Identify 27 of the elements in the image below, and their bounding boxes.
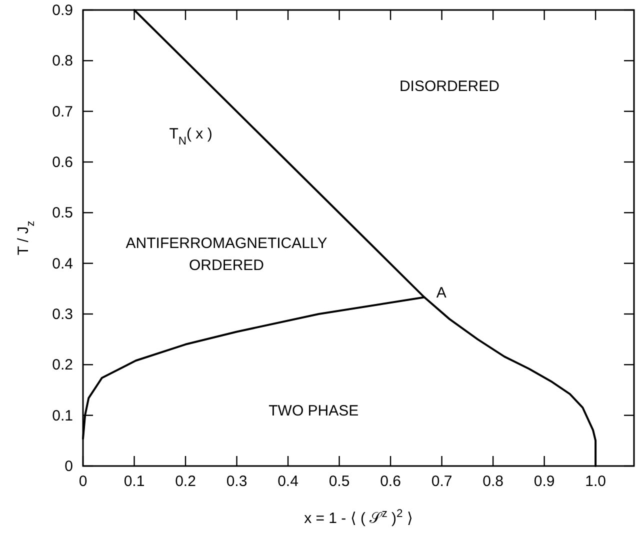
x-axis-title: x = 1 - ⟨ ( 𝒮$^{z}$ )$^{2}$ ⟩ <box>304 508 413 527</box>
annotation: DISORDERED <box>399 78 500 96</box>
y-tick-label: 0.9 <box>52 2 73 19</box>
x-tick-label: 0.1 <box>124 473 145 490</box>
x-tick-label: 0 <box>78 473 88 490</box>
y-tick-label: 0.3 <box>52 306 73 323</box>
x-tick-label: 0.3 <box>226 473 248 490</box>
x-tick-label: 0.8 <box>482 473 504 490</box>
x-tick-label: 0.9 <box>534 473 555 490</box>
y-tick-label: 0.5 <box>52 204 73 222</box>
y-tick-label: 0.6 <box>52 154 73 171</box>
series-label: T$_{N}$( x ) <box>169 126 212 148</box>
x-tick-label: 0.6 <box>380 473 401 490</box>
y-tick-label: 0.4 <box>52 255 73 272</box>
y-tick-label: 0.2 <box>52 356 73 374</box>
x-tick-label: 0.4 <box>278 473 298 490</box>
annotation: ANTIFERROMAGNETICALLY ORDERED <box>126 235 328 274</box>
x-tick-label: 0.5 <box>328 473 350 490</box>
annotation: A <box>436 284 446 302</box>
x-tick-label: 0.7 <box>431 473 452 490</box>
y-tick-label: 0.1 <box>52 407 73 424</box>
y-tick-label: 0.8 <box>52 52 73 70</box>
annotation: TWO PHASE <box>268 402 359 420</box>
x-tick-label: 0.2 <box>175 473 196 490</box>
y-tick-label: 0.7 <box>52 103 73 120</box>
x-tick-label: 1.0 <box>585 473 606 490</box>
y-tick-label: 0 <box>64 458 73 475</box>
